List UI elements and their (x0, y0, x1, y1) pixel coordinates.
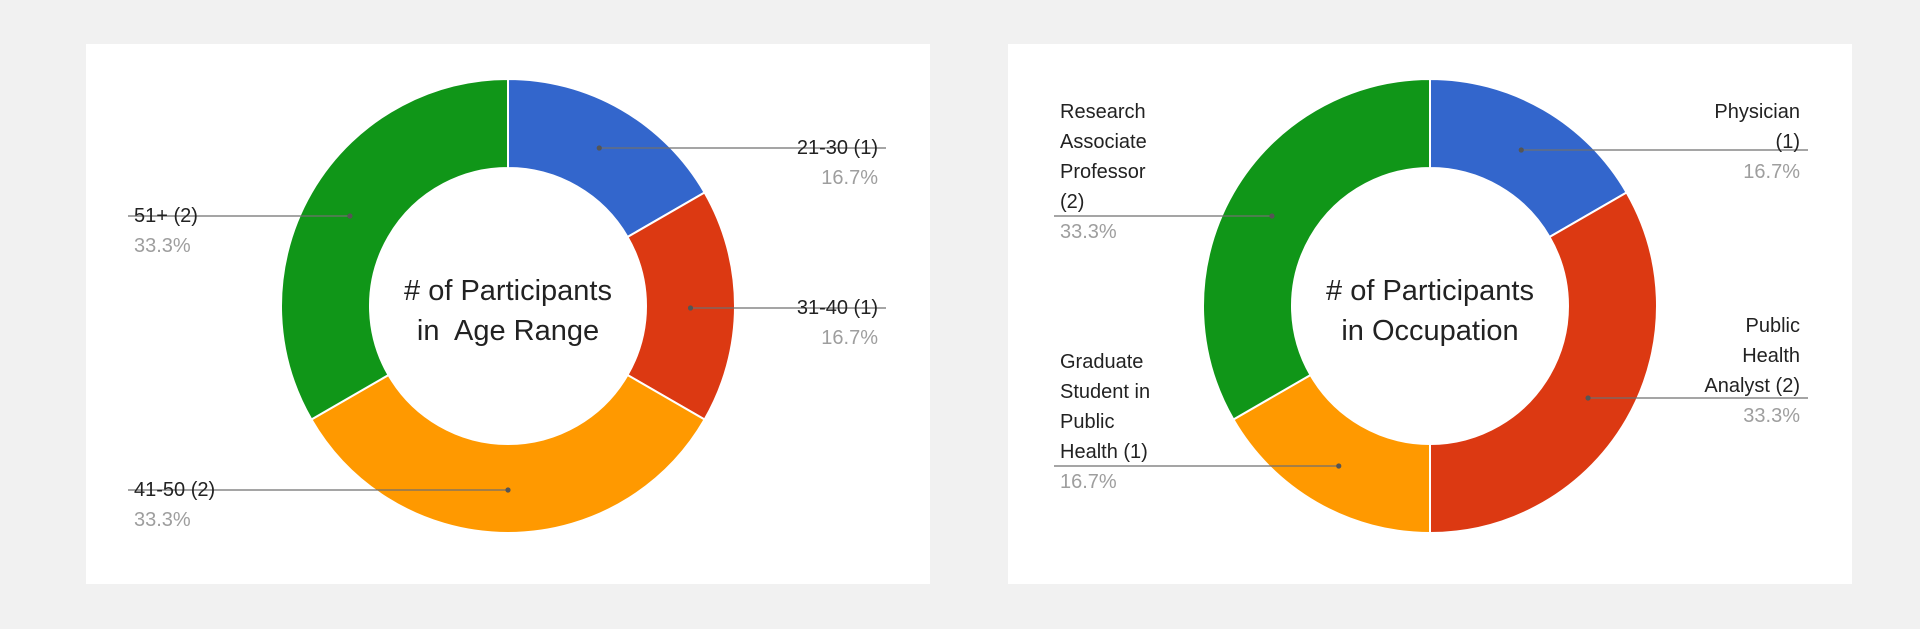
slice-percent-41-50: 33.3% (134, 509, 191, 531)
slice-percent-51: 33.3% (134, 235, 191, 257)
slice-label-21-30: 21-30 (1) (797, 137, 878, 159)
leader-dot-41-50 (505, 487, 511, 493)
slice-percent-21-30: 16.7% (821, 167, 878, 189)
slice-percent-research-associate-professor: 33.3% (1060, 221, 1117, 243)
slice-label-research-associate-professor: Research Associate Professor (2) (1060, 101, 1147, 213)
slice-percent-graduate-student-in-public-health: 16.7% (1060, 471, 1117, 493)
donut-slice-41-50[interactable] (310, 373, 706, 535)
donut-slice-public-health-analyst[interactable] (1429, 191, 1658, 535)
donut-slice-research-associate-professor[interactable] (1202, 77, 1431, 421)
leader-dot-physician (1518, 147, 1524, 153)
occupation-donut-chart: Physician (1) 16.7% Public Health Analyst (2)… (1054, 77, 1808, 535)
leader-dot-21-30 (596, 145, 602, 151)
slice-percent-physician: 16.7% (1743, 161, 1800, 183)
donut-center-label: # of Participants in Age Range (404, 275, 612, 347)
slice-label-graduate-student-in-public-health: Graduate Student in Public Health (1) (1060, 351, 1150, 463)
occupation-chart-panel: Physician (1) 16.7% Public Health Analyst (2)… (1008, 44, 1852, 584)
slice-percent-31-40: 16.7% (821, 327, 878, 349)
age-range-chart-panel: 21-30 (1) 16.7% 31-40 (1) 16.7% 41-50 (2) 33.… (86, 44, 930, 584)
leader-dot-research-associate-professor (1269, 213, 1275, 219)
leader-dot-51 (347, 213, 353, 219)
slice-label-public-health-analyst: Public Health Analyst (2) (1704, 315, 1800, 397)
slice-percent-public-health-analyst: 33.3% (1743, 405, 1800, 427)
donut-center-label: # of Participants in Occupation (1326, 275, 1534, 347)
slice-label-41-50: 41-50 (2) (134, 479, 215, 501)
leader-dot-graduate-student-in-public-health (1336, 463, 1342, 469)
slice-label-31-40: 31-40 (1) (797, 297, 878, 319)
slice-label-physician: Physician (1) (1714, 101, 1800, 153)
age-range-donut-chart: 21-30 (1) 16.7% 31-40 (1) 16.7% 41-50 (2) 33.… (128, 77, 886, 535)
slice-label-51: 51+ (2) (134, 205, 198, 227)
leader-dot-31-40 (687, 305, 694, 311)
leader-dot-public-health-analyst (1585, 395, 1591, 401)
donut-slice-51[interactable] (280, 77, 509, 421)
